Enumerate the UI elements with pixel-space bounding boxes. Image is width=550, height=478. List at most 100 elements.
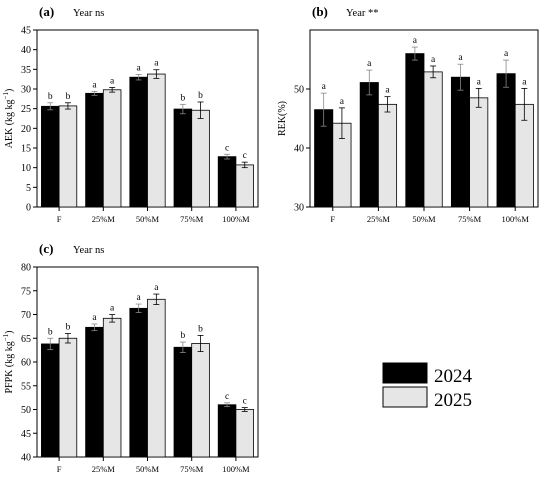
significance-letter: a xyxy=(110,76,115,86)
y-tick-label: 75 xyxy=(21,286,31,297)
significance-letter: c xyxy=(243,397,247,407)
panel-title: Year ns xyxy=(73,8,104,19)
significance-letter: a xyxy=(413,36,418,46)
significance-letter: a xyxy=(367,59,372,69)
y-tick-label: 0 xyxy=(26,203,31,214)
legend-swatch-2025 xyxy=(382,386,428,408)
x-tick-label: 50%M xyxy=(136,214,160,224)
y-tick-label: 30 xyxy=(21,85,31,96)
significance-letter: a xyxy=(92,80,97,90)
y-tick-label: 40 xyxy=(21,453,31,464)
x-tick-label: 100%M xyxy=(222,214,250,224)
legend-label-2025: 2025 xyxy=(434,390,472,411)
panel-letter: (a) xyxy=(39,4,54,19)
significance-letter: a xyxy=(522,77,527,87)
x-tick-label: F xyxy=(57,214,62,224)
significance-letter: c xyxy=(225,392,229,402)
x-tick-label: 75%M xyxy=(180,464,204,474)
bar-2024 xyxy=(129,76,148,208)
bar-2025 xyxy=(469,97,489,208)
y-tick-label: 25 xyxy=(21,104,31,115)
bar-2025 xyxy=(377,103,398,208)
legend-label-2024: 2024 xyxy=(434,366,473,387)
bar-2025 xyxy=(235,409,254,458)
y-tick-label: 10 xyxy=(21,163,31,174)
significance-letter: a xyxy=(385,86,390,96)
bar-2024 xyxy=(359,82,379,208)
significance-letter: b xyxy=(198,91,203,101)
significance-letter: a xyxy=(154,283,159,293)
bar-2024 xyxy=(85,326,104,458)
y-tick-label: 40 xyxy=(21,45,31,56)
x-tick-label: 75%M xyxy=(180,214,204,224)
x-tick-label: F xyxy=(57,464,62,474)
chart-panel-2: 40 45 50 55 60 65 70 75 80 PFPK (kg kg−1) (c) Year … xyxy=(2,241,259,474)
x-tick-label: 100%M xyxy=(222,464,250,474)
y-tick-label: 45 xyxy=(21,429,31,440)
bar-2024 xyxy=(217,156,237,208)
bar-2025 xyxy=(102,317,122,458)
x-tick-label: 25%M xyxy=(92,464,116,474)
y-tick-label: 15 xyxy=(21,144,31,155)
significance-letter: a xyxy=(322,82,327,92)
significance-letter: a xyxy=(458,53,463,63)
legend-swatch-2024 xyxy=(382,362,428,384)
bar-2025 xyxy=(235,164,254,208)
y-tick-label: 60 xyxy=(21,358,31,369)
significance-letter: a xyxy=(92,313,97,323)
bar-2024 xyxy=(405,53,425,208)
significance-letter: b xyxy=(180,93,185,103)
bar-2025 xyxy=(102,89,122,208)
bar-2024 xyxy=(217,404,237,458)
significance-letter: b xyxy=(48,92,53,102)
y-axis-label: REK(%) xyxy=(277,101,288,136)
x-tick-label: 25%M xyxy=(92,214,116,224)
significance-letter: a xyxy=(154,59,159,69)
significance-letter: b xyxy=(180,331,185,341)
panel-letter: (b) xyxy=(312,4,328,19)
bar-2025 xyxy=(147,298,166,458)
significance-letter: a xyxy=(137,63,142,73)
y-tick-label: 40 xyxy=(294,144,304,155)
bar-2024 xyxy=(41,343,60,458)
bar-2024 xyxy=(173,346,193,458)
panel-title: Year ** xyxy=(346,8,378,19)
y-tick-label: 55 xyxy=(21,381,31,392)
y-tick-label: 50 xyxy=(294,85,304,96)
y-axis-label: PFPK (kg kg−1) xyxy=(2,330,15,393)
significance-letter: b xyxy=(198,324,203,334)
bar-2024 xyxy=(173,108,193,208)
chart-panel-0: 0 5 10 15 20 25 30 35 40 45 AEK (kg kg−1) (a) Year n… xyxy=(2,4,259,224)
bar-2025 xyxy=(191,109,210,208)
panel-letter: (c) xyxy=(39,241,53,256)
y-tick-label: 30 xyxy=(294,203,304,214)
bar-2024 xyxy=(129,307,148,458)
panel-title: Year ns xyxy=(73,245,104,256)
significance-letter: a xyxy=(504,49,509,59)
y-tick-label: 35 xyxy=(21,65,31,76)
y-tick-label: 50 xyxy=(21,405,31,416)
y-tick-label: 5 xyxy=(26,183,31,194)
bar-2025 xyxy=(58,105,78,208)
x-tick-label: F xyxy=(330,214,335,224)
x-tick-label: 50%M xyxy=(412,214,436,224)
x-tick-label: 100%M xyxy=(502,214,530,224)
bar-2025 xyxy=(423,71,443,208)
x-tick-label: 75%M xyxy=(458,214,482,224)
y-tick-label: 20 xyxy=(21,124,31,135)
significance-letter: a xyxy=(110,304,115,314)
chart-panel-1: 30 40 50 REK(%) (b) Year ** Fa a 25%M a a 50%M a a 75%… xyxy=(277,4,539,224)
bar-2025 xyxy=(58,337,78,458)
significance-letter: b xyxy=(66,92,71,102)
significance-letter: c xyxy=(243,151,247,161)
significance-letter: a xyxy=(477,77,482,87)
y-tick-label: 65 xyxy=(21,334,31,345)
significance-letter: a xyxy=(137,293,142,303)
bar-2024 xyxy=(496,73,516,208)
bar-2024 xyxy=(85,92,104,208)
bar-2024 xyxy=(41,105,60,208)
significance-letter: b xyxy=(48,327,53,337)
x-tick-label: 25%M xyxy=(367,214,391,224)
